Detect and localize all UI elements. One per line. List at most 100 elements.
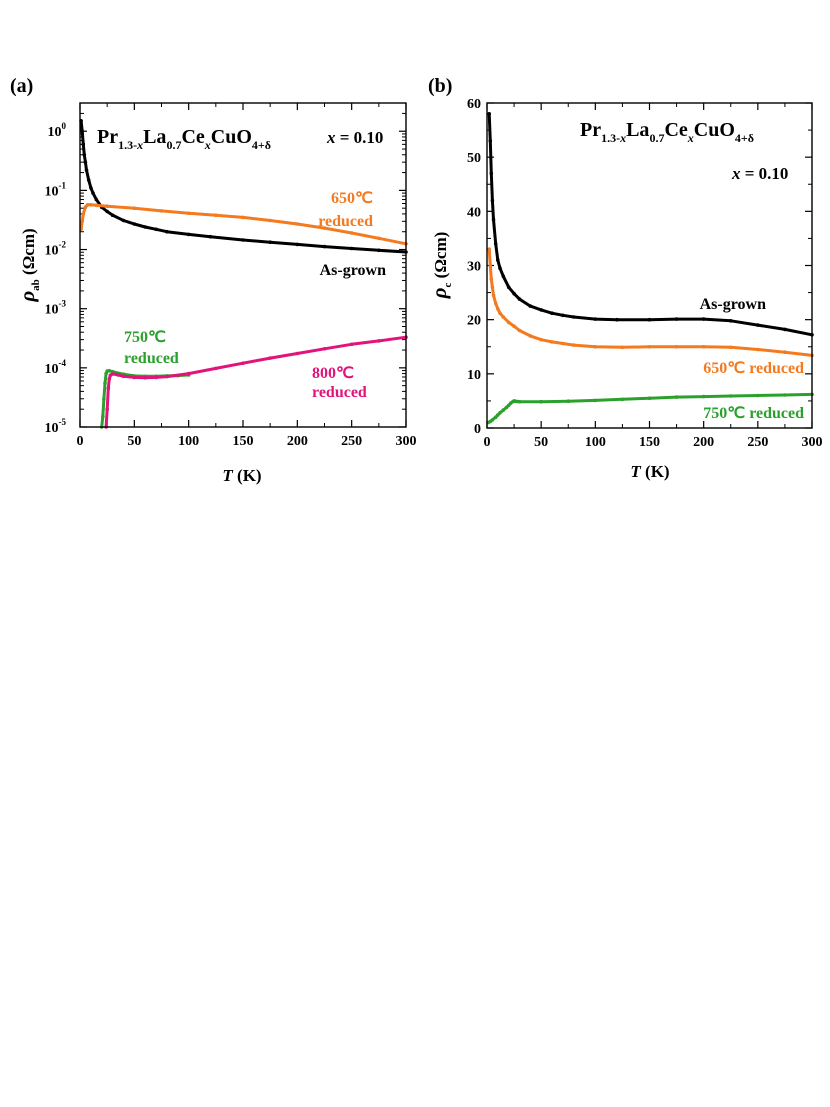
- panel-a-point-650-reduced: [80, 219, 84, 224]
- panel-b-point-650-reduced: [539, 337, 543, 342]
- panel-b-point-750-reduced: [566, 399, 571, 404]
- panel-a-point-800-reduced: [154, 375, 158, 380]
- panel-a-point-800-reduced: [143, 376, 147, 380]
- panel-b-point-750-reduced: [674, 395, 679, 399]
- panel-b-point-as-grown: [674, 317, 679, 321]
- panel-a-point-as-grown: [84, 168, 89, 172]
- panel-b-point-as-grown: [512, 291, 516, 296]
- panel-a-point-750-reduced: [102, 397, 106, 401]
- panel-b-point-as-grown: [729, 319, 733, 323]
- panel-a-point-as-grown: [80, 129, 84, 133]
- panel-a-point-as-grown: [268, 240, 273, 244]
- panel-a-label-750: 750℃: [124, 329, 166, 346]
- panel-b-line-as-grown: [487, 112, 814, 337]
- panel-a: (a) 0 50 100 150 200 250 300 10-5 10-4 10-3 10-2 10…: [10, 75, 417, 485]
- panel-a-formula: Pr1.3-xLa0.7CexCuO4+δ: [97, 126, 271, 152]
- panel-b-point-650-reduced: [571, 343, 576, 347]
- panel-b-ytick-label: 0: [474, 422, 481, 437]
- panel-b-point-750-reduced: [756, 393, 760, 398]
- panel-a-point-as-grown: [132, 222, 137, 226]
- panel-a-point-as-grown: [91, 191, 95, 195]
- panel-b-point-as-grown: [571, 315, 576, 319]
- panel-a-point-as-grown: [322, 244, 327, 249]
- panel-a-point-650-reduced: [377, 236, 381, 241]
- panel-a-point-800-reduced: [214, 366, 218, 371]
- panel-a-tick-labels: 0 50 100 150 200 250 300 10-5 10-4 10-3 10-2 10-1 10…: [45, 121, 417, 449]
- panel-b-point-650-reduced: [620, 345, 625, 350]
- panel-a-point-650-reduced: [83, 205, 88, 209]
- panel-a-point-as-grown: [241, 238, 245, 242]
- panel-b-xtick-label: 50: [534, 435, 548, 450]
- panel-a-series: [79, 119, 408, 429]
- panel-b-xtick-label: 250: [747, 435, 768, 450]
- panel-b-point-as-grown: [489, 171, 494, 176]
- panel-a-point-800-reduced: [295, 351, 300, 356]
- panel-b-point-650-reduced: [647, 345, 652, 349]
- panel-a-point-800-reduced: [105, 407, 109, 412]
- panel-a-point-650-reduced: [322, 226, 327, 230]
- panel-a-frame: [79, 102, 407, 428]
- panel-a-point-800-reduced: [116, 373, 120, 377]
- panel-b-point-650-reduced: [528, 334, 533, 338]
- panel-a-point-800-reduced: [377, 339, 381, 343]
- panel-a-point-800-reduced: [268, 356, 273, 360]
- panel-a-label-650: 650℃: [331, 190, 373, 207]
- panel-b-ticks: [486, 102, 813, 429]
- panel-b-point-750-reduced: [701, 394, 706, 399]
- panel-a-point-800-reduced: [107, 377, 112, 381]
- panel-a-ytick-label: 100: [48, 121, 67, 140]
- panel-a-point-650-reduced: [241, 215, 245, 220]
- panel-b-point-750-reduced: [620, 397, 625, 402]
- panel-a-point-650-reduced: [94, 203, 99, 208]
- panel-b-ytick-label: 60: [467, 97, 481, 112]
- panel-a-point-750-reduced: [101, 414, 105, 419]
- panel-a-point-800-reduced: [349, 342, 354, 347]
- panel-b-point-as-grown: [506, 285, 511, 290]
- panel-a-xtick-label: 300: [396, 434, 417, 449]
- panel-b-point-650-reduced: [729, 345, 733, 350]
- panel-b-point-as-grown: [550, 311, 554, 316]
- panel-b-point-as-grown: [491, 217, 496, 222]
- panel-a-point-800-reduced: [106, 386, 111, 391]
- panel-b-point-as-grown: [501, 274, 506, 279]
- panel-a-point-as-grown: [82, 153, 87, 157]
- panel-a-point-as-grown: [83, 160, 88, 164]
- panel-a-point-800-reduced: [322, 347, 327, 351]
- panel-b-point-as-grown: [647, 317, 652, 322]
- panel-a-point-as-grown: [186, 232, 191, 237]
- panel-b-ytick-label: 10: [467, 368, 481, 383]
- panel-a-point-800-reduced: [132, 375, 137, 380]
- panel-a-point-650-reduced: [81, 212, 86, 216]
- panel-a-point-650-reduced: [159, 209, 164, 213]
- panel-b-point-as-grown: [593, 317, 598, 321]
- panel-b-point-650-reduced: [550, 340, 554, 344]
- panel-a-point-750-reduced: [103, 381, 107, 386]
- panel-b-ytick-label: 20: [467, 314, 481, 329]
- panel-a-point-as-grown: [89, 186, 93, 190]
- panel-a-label-as-grown: As-grown: [320, 262, 386, 279]
- panel-a-point-as-grown: [377, 248, 381, 253]
- panel-b-xtick-label: 150: [639, 435, 660, 450]
- panel-a-point-as-grown: [349, 246, 354, 251]
- panel-b-point-750-reduced: [647, 396, 652, 401]
- panel-b-point-750-reduced: [729, 394, 733, 398]
- panel-a-xtick-label: 250: [341, 434, 362, 449]
- panel-b-ytick-label: 40: [467, 205, 481, 220]
- panel-b-point-750-reduced: [539, 399, 543, 404]
- panel-b-point-as-grown: [517, 297, 522, 301]
- panel-a-xlabel: T (K): [222, 466, 261, 485]
- panel-a-point-650-reduced: [268, 218, 273, 223]
- panel-b-point-as-grown: [528, 304, 533, 308]
- panel-b-xtick-label: 100: [585, 435, 606, 450]
- panel-a-composition: x = 0.10: [326, 128, 383, 147]
- panel-a-point-800-reduced: [121, 374, 126, 379]
- panel-b-formula: Pr1.3-xLa0.7CexCuO4+δ: [580, 119, 754, 145]
- panel-b-point-750-reduced: [593, 398, 598, 403]
- panel-b-point-650-reduced: [674, 345, 679, 349]
- panel-b-series: [486, 112, 814, 425]
- panel-b-xtick-label: 300: [802, 435, 823, 450]
- panel-a-label-750-reduced: reduced: [124, 350, 179, 367]
- panel-b-point-as-grown: [701, 317, 706, 321]
- panel-b-point-650-reduced: [701, 345, 706, 349]
